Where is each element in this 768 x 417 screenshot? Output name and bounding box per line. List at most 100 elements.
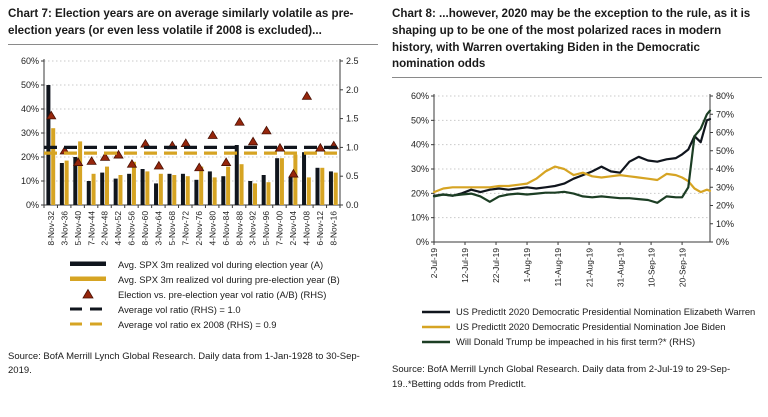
legend-label: US PredictIt 2020 Democratic Presidentia… [456, 306, 756, 318]
chart7-title: Chart 7: Election years are on average s… [8, 6, 378, 45]
triangle-vol-ratio [261, 125, 272, 134]
y-axis-tick-label: 50% [21, 80, 39, 90]
bar-pre-election-vol [64, 160, 69, 205]
triangle-vol-ratio [301, 90, 313, 100]
bar-pre-election-vol [239, 163, 244, 205]
legend-label: Will Donald Trump be impeached in his fi… [456, 336, 696, 348]
y-axis-tick-label: 40% [716, 164, 734, 174]
chart7-source: Source: BofA Merrill Lynch Global Resear… [8, 350, 360, 377]
triangle-vol-ratio [194, 162, 205, 171]
bar-election-vol [180, 173, 185, 205]
y-axis-tick-label: 30% [716, 182, 734, 192]
chart8-svg: 0% 10% 20% 30% 40% 50% 60% 0% 10% 20% 30% 40% 50% 60%… [411, 92, 734, 287]
x-axis-tick-label: 6-Nov-56 [127, 210, 137, 245]
x-axis-tick-label: 12-Jul-19 [460, 248, 470, 283]
triangle-vol-ratio [86, 155, 97, 165]
y-axis-tick-label: 2.0 [346, 84, 359, 94]
y-axis-tick-label: 30% [21, 128, 39, 138]
bar-election-vol [73, 156, 78, 205]
legend-label: US PredictIt 2020 Democratic Presidentia… [456, 321, 726, 333]
bar-pre-election-vol [172, 174, 177, 205]
legend-marker-line-icon [422, 325, 450, 328]
x-axis-tick-label: 21-Aug-19 [584, 248, 594, 287]
x-axis-tick-label: 8-Nov-60 [140, 210, 150, 245]
triangle-vol-ratio [234, 116, 245, 126]
bar-election-vol [127, 173, 132, 205]
x-axis-tick-label: 2-Nov-76 [194, 210, 204, 245]
series-line-2 [432, 109, 712, 205]
triangle-vol-ratio [288, 168, 299, 178]
y-axis-tick-label: 50% [716, 146, 734, 156]
y-axis-tick-label: 40% [411, 140, 429, 150]
triangle-vol-ratio [274, 142, 286, 152]
bar-election-vol [315, 167, 320, 205]
y-axis-tick-label: 30% [411, 164, 429, 174]
chart8-panel: Chart 8: ...however, 2020 may be the exc… [392, 6, 762, 393]
bar-pre-election-vol [253, 182, 258, 205]
bar-election-vol [302, 151, 307, 205]
series-line-1 [432, 165, 712, 194]
x-axis-tick-label: 6-Nov-84 [221, 210, 231, 245]
x-axis-tick-label: 8-Nov-88 [234, 210, 244, 245]
x-axis-tick-label: 2-Nov-04 [288, 210, 298, 245]
legend-item: Election vs. pre-election year vol ratio… [70, 287, 378, 302]
legend-marker-dash-icon [70, 322, 106, 326]
bar-election-vol [288, 176, 293, 205]
y-axis-tick-label: 40% [21, 104, 39, 114]
chart8-title: Chart 8: ...however, 2020 may be the exc… [392, 6, 762, 79]
triangle-vol-ratio [220, 156, 232, 166]
y-axis-tick-label: 80% [716, 92, 734, 101]
y-axis-tick-label: 60% [716, 128, 734, 138]
x-axis-tick-label: 3-Nov-92 [248, 210, 258, 245]
bar-pre-election-vol [306, 176, 311, 205]
x-axis-tick-label: 1-Aug-19 [522, 248, 532, 283]
y-axis-tick-label: 20% [411, 189, 429, 199]
triangle-vol-ratio [72, 156, 84, 166]
legend-item: Average vol ratio ex 2008 (RHS) = 0.9 [70, 317, 378, 332]
legend-item: Avg. SPX 3m realized vol during election… [70, 257, 378, 272]
triangle-vol-ratio [180, 137, 191, 147]
bar-pre-election-vol [226, 166, 231, 205]
triangle-vol-ratio [126, 158, 138, 168]
y-axis-tick-label: 20% [716, 201, 734, 211]
bar-pre-election-vol [279, 157, 284, 205]
bar-pre-election-vol [185, 175, 190, 205]
x-axis-tick-label: 20-Sep-19 [677, 248, 687, 287]
y-axis-tick-label: 0.0 [346, 200, 359, 210]
chart7-plot-area: 0% 10% 20% 30% 40% 50% 60% 0.0 0.5 1.0 1.5 2.0 2.5 8-… [8, 57, 378, 249]
bar-election-vol [140, 168, 145, 205]
triangle-vol-ratio [207, 129, 218, 139]
bar-pre-election-vol [199, 166, 204, 205]
chart8-plot-area: 0% 10% 20% 30% 40% 50% 60% 0% 10% 20% 30% 40% 50% 60%… [392, 92, 762, 294]
legend-label: Average vol ratio ex 2008 (RHS) = 0.9 [118, 318, 277, 330]
x-axis-tick-label: 31-Aug-19 [615, 248, 625, 287]
legend-item: Avg. SPX 3m realized vol during pre-elec… [70, 272, 378, 287]
x-axis-tick-label: 3-Nov-64 [154, 210, 164, 245]
legend-label: Avg. SPX 3m realized vol during election… [118, 258, 324, 270]
y-axis-tick-label: 2.5 [346, 57, 359, 66]
x-axis-tick-label: 7-Nov-00 [275, 210, 285, 245]
chart7-panel: Chart 7: Election years are on average s… [8, 6, 378, 379]
y-axis-tick-label: 60% [21, 57, 39, 66]
bar-election-vol [59, 162, 64, 205]
y-axis-tick-label: 50% [411, 116, 429, 126]
bar-election-vol [234, 144, 239, 205]
x-axis-tick-label: 4-Nov-80 [207, 210, 217, 245]
triangle-vol-ratio [46, 110, 57, 119]
chart7-legend: Avg. SPX 3m realized vol during election… [70, 257, 378, 332]
x-axis-tick-label: 22-Jul-19 [491, 248, 501, 283]
bar-election-vol [86, 180, 91, 205]
y-axis-tick-label: 60% [411, 92, 429, 101]
chart8-legend: US PredictIt 2020 Democratic Presidentia… [422, 304, 762, 349]
bar-pre-election-vol [212, 176, 217, 205]
bar-election-vol [248, 180, 253, 205]
triangle-vol-ratio [247, 136, 259, 145]
x-axis-tick-label: 7-Nov-44 [86, 210, 96, 245]
bar-election-vol [46, 84, 51, 205]
bar-election-vol [261, 174, 266, 205]
x-axis-tick-label: 8-Nov-16 [328, 210, 338, 245]
bar-election-vol [113, 178, 118, 205]
triangle-vol-ratio [315, 142, 326, 152]
x-axis-tick-label: 5-Nov-96 [261, 210, 271, 245]
bar-election-vol [207, 170, 212, 205]
